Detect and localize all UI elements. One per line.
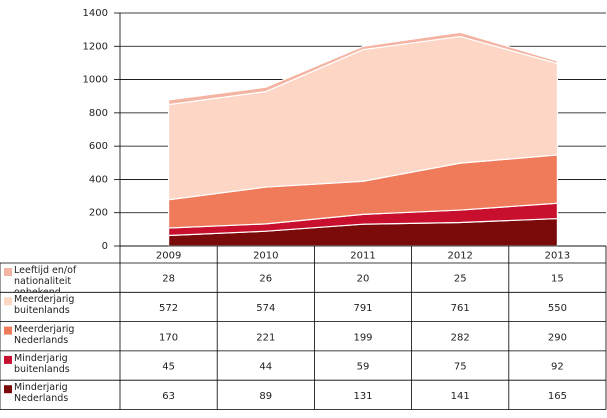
legend-label-box: Minderjarig buitenlands xyxy=(14,352,70,375)
x-tick-label: 2013 xyxy=(545,251,570,262)
legend-swatch xyxy=(4,385,12,394)
x-tick-label: 2009 xyxy=(156,251,181,262)
table-value: 199 xyxy=(353,332,372,343)
y-tick-label: 1200 xyxy=(83,41,108,52)
table-value: 26 xyxy=(259,274,272,285)
legend-label-box: Minderjarig Nederlands xyxy=(14,382,69,405)
table-value: 282 xyxy=(451,332,470,343)
table-value: 761 xyxy=(451,303,470,314)
y-tick-label: 400 xyxy=(89,174,108,185)
table-value: 45 xyxy=(162,362,175,373)
table-value: 15 xyxy=(551,274,564,285)
table-value: 221 xyxy=(256,332,275,343)
table-value: 165 xyxy=(548,391,567,402)
y-tick-label: 600 xyxy=(89,141,108,152)
table-value: 574 xyxy=(256,303,275,314)
table-value: 791 xyxy=(353,303,372,314)
legend-label: Meerderjarig buitenlands xyxy=(14,294,75,317)
table-value: 572 xyxy=(159,303,178,314)
table-value: 131 xyxy=(353,391,372,402)
y-tick-label: 1000 xyxy=(83,75,108,86)
legend-swatch xyxy=(4,326,12,335)
table-value: 25 xyxy=(454,274,467,285)
legend-swatch xyxy=(4,355,12,364)
table-value: 75 xyxy=(454,362,467,373)
table-value: 59 xyxy=(357,362,370,373)
x-tick-label: 2012 xyxy=(447,251,472,262)
area xyxy=(168,31,558,106)
y-tick-label: 800 xyxy=(89,108,108,119)
table-value: 44 xyxy=(259,362,272,373)
table-value: 20 xyxy=(357,274,370,285)
y-tick-label: 0 xyxy=(102,241,108,252)
legend-label: Minderjarig Nederlands xyxy=(14,382,69,405)
x-tick-label: 2010 xyxy=(253,251,278,262)
y-tick-label: 1400 xyxy=(83,8,108,19)
y-tick-label: 200 xyxy=(89,208,108,219)
legend-label: Meerderjarig Nederlands xyxy=(14,323,75,346)
table-value: 550 xyxy=(548,303,567,314)
legend-label: Leeftijd en/of nationaliteit onbekend xyxy=(14,265,77,292)
x-tick-label: 2011 xyxy=(350,251,375,262)
table-value: 89 xyxy=(259,391,272,402)
table-value: 141 xyxy=(451,391,470,402)
table-value: 92 xyxy=(551,362,564,373)
legend-swatch xyxy=(4,297,12,306)
table-value: 170 xyxy=(159,332,178,343)
legend-label-box: Meerderjarig Nederlands xyxy=(14,323,75,346)
table-value: 290 xyxy=(548,332,567,343)
legend-label: Minderjarig buitenlands xyxy=(14,352,70,375)
table-value: 28 xyxy=(162,274,175,285)
legend-label-box: Leeftijd en/of nationaliteit onbekend xyxy=(14,265,77,292)
legend-swatch xyxy=(4,268,12,276)
legend-label-box: Meerderjarig buitenlands xyxy=(14,294,75,317)
table-value: 63 xyxy=(162,391,175,402)
